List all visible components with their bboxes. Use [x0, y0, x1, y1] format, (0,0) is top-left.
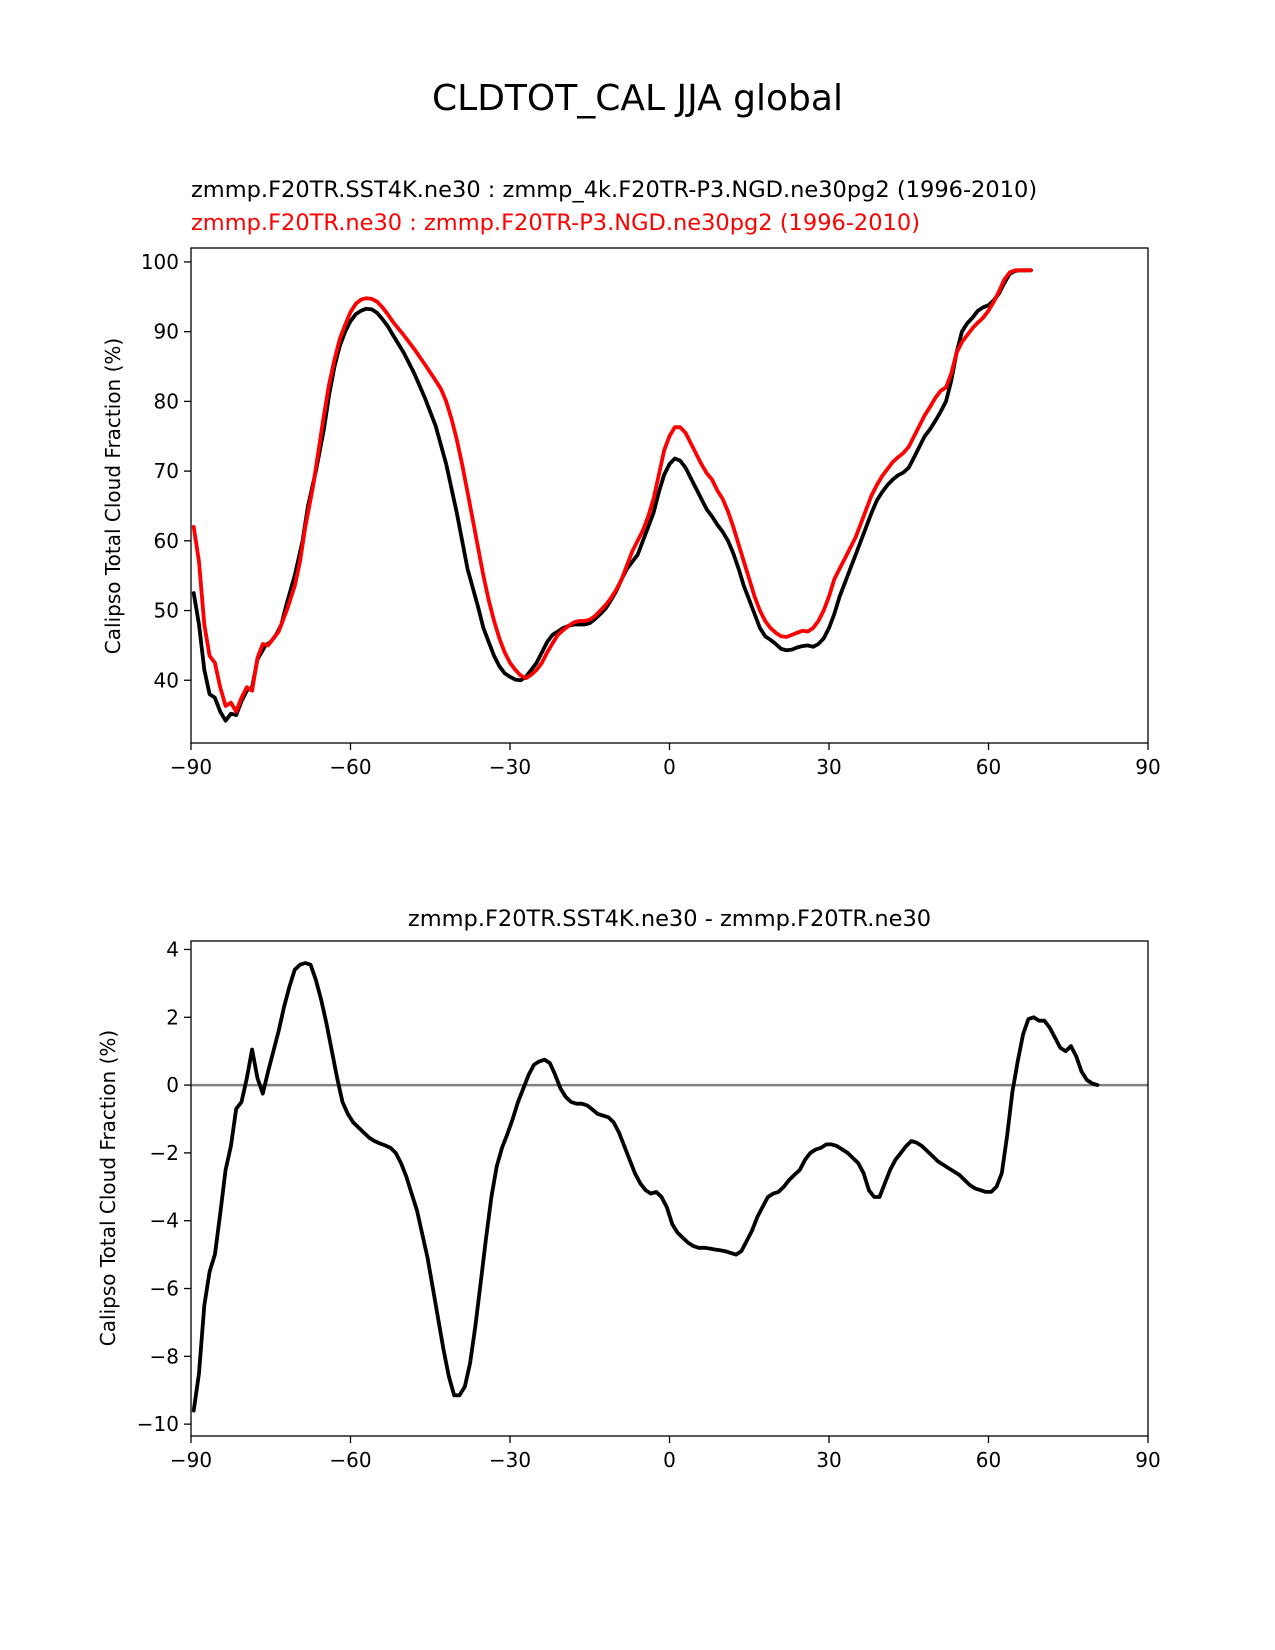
y-tick-label: 90: [154, 320, 179, 344]
y-tick-label: −2: [150, 1141, 179, 1165]
y-tick-label: 40: [154, 668, 179, 692]
y-tick-label: 2: [166, 1005, 179, 1029]
bottom-panel-axes: −90 −60 −30 0 30 60 90 −10 −8 −6 −4 −2 0 2 4: [137, 937, 1161, 1472]
x-tick-label: 0: [663, 1448, 676, 1472]
x-tick-label: −60: [329, 755, 371, 779]
y-tick-label: 4: [166, 937, 179, 961]
y-tick-label: −6: [150, 1277, 179, 1301]
x-tick-label: −30: [489, 755, 531, 779]
bottom-panel: zmmp.F20TR.SST4K.ne30 - zmmp.F20TR.ne30 …: [96, 906, 1161, 1472]
y-tick-label: −8: [150, 1344, 179, 1368]
bottom-panel-lines: [191, 961, 1148, 1413]
x-tick-label: −90: [170, 1448, 212, 1472]
y-tick-label: 70: [154, 459, 179, 483]
bottom-panel-frame: [190, 940, 1149, 1437]
x-tick-label: −60: [329, 1448, 371, 1472]
x-tick-label: 30: [816, 755, 841, 779]
figure-title: CLDTOT_CAL JJA global: [432, 78, 843, 119]
x-tick-label: 60: [976, 755, 1001, 779]
x-tick-label: −90: [170, 755, 212, 779]
y-tick-label: 100: [141, 250, 179, 274]
y-tick-label: 0: [166, 1073, 179, 1097]
top-panel-title-ref: zmmp.F20TR.ne30 : zmmp.F20TR-P3.NGD.ne30…: [191, 210, 920, 236]
x-tick-label: 60: [976, 1448, 1001, 1472]
bottom-panel-ylabel: Calipso Total Cloud Fraction (%): [96, 1030, 120, 1346]
top-panel-title-test: zmmp.F20TR.SST4K.ne30 : zmmp_4k.F20TR-P3…: [191, 177, 1037, 203]
y-tick-label: 80: [154, 389, 179, 413]
y-tick-label: 60: [154, 529, 179, 553]
top-panel-axes: −90 −60 −30 0 30 60 90 40 50 60 70 80 90 100: [141, 250, 1161, 779]
y-tick-label: −4: [150, 1209, 179, 1233]
y-tick-label: 50: [154, 599, 179, 623]
series-line-0: [191, 961, 1100, 1413]
x-tick-label: 90: [1135, 1448, 1160, 1472]
x-tick-label: 30: [816, 1448, 841, 1472]
top-panel-frame: [190, 247, 1149, 744]
top-panel-lines: [191, 268, 1033, 723]
top-panel: zmmp.F20TR.SST4K.ne30 : zmmp_4k.F20TR-P3…: [101, 177, 1161, 779]
x-tick-label: 0: [663, 755, 676, 779]
x-tick-label: −30: [489, 1448, 531, 1472]
x-tick-label: 90: [1135, 755, 1160, 779]
series-line-1: [191, 268, 1033, 714]
top-panel-ylabel: Calipso Total Cloud Fraction (%): [101, 338, 125, 654]
bottom-panel-title: zmmp.F20TR.SST4K.ne30 - zmmp.F20TR.ne30: [408, 906, 931, 932]
y-tick-label: −10: [137, 1412, 179, 1436]
